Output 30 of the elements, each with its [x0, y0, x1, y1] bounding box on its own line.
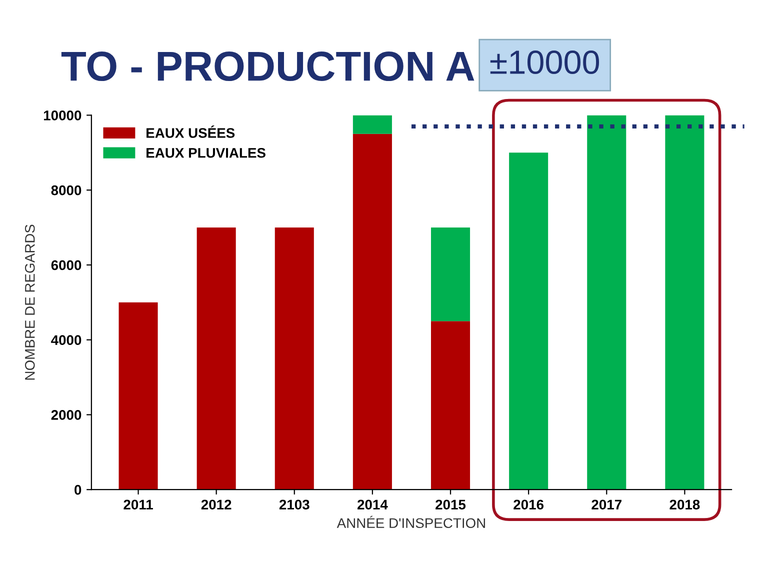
x-tick-label: 2014 — [357, 500, 388, 510]
y-tick-label: 2000 — [51, 410, 82, 420]
y-tick-label: 10000 — [44, 110, 82, 120]
x-tick-label: 2017 — [592, 500, 622, 510]
x-tick-label: 2011 — [124, 500, 153, 510]
x-tick-label: 2015 — [436, 500, 466, 510]
bar — [118, 302, 158, 490]
text: ±10000 — [490, 50, 600, 74]
legend-label: EAUX PLUVIALES — [146, 148, 266, 158]
bar — [509, 152, 548, 490]
y-tick-label: 4000 — [51, 335, 82, 346]
bar — [352, 134, 392, 490]
x-axis-title: ANNÉE D'INSPECTION — [336, 516, 485, 528]
chart-title: TO - PRODUCTION A — [61, 52, 474, 82]
bar — [274, 228, 314, 490]
y-tick-label: 0 — [74, 484, 82, 495]
bar — [196, 228, 236, 490]
x-tick-label: 2012 — [201, 500, 232, 510]
bar — [430, 228, 470, 322]
y-tick-label: 8000 — [51, 185, 82, 196]
bar — [587, 115, 626, 490]
x-tick-label: 2103 — [279, 500, 310, 510]
x-tick-label: 2018 — [670, 500, 700, 510]
y-axis-title: NOMBRE DE REGARDS — [24, 224, 35, 380]
x-tick-label: 2016 — [514, 500, 544, 510]
bar — [665, 115, 704, 490]
y-tick-label: 6000 — [51, 260, 82, 270]
bar — [352, 115, 392, 134]
bar — [430, 321, 470, 490]
legend-label: EAUX USÉES — [146, 125, 235, 138]
